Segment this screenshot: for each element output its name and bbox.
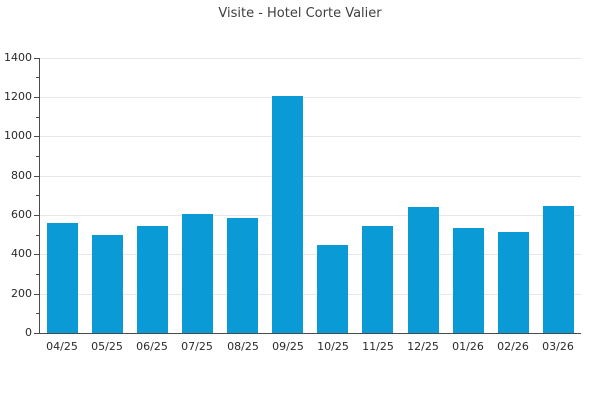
y-major-tick-1200 [34,97,39,98]
y-tick-label-200: 200 [11,286,32,300]
y-major-tick-600 [34,215,39,216]
y-gridline-200 [40,293,581,295]
x-tick-label-01-26: 01/26 [452,340,484,353]
y-tick-label-400: 400 [11,247,32,261]
bar-01-26 [453,227,484,333]
y-minor-tick-700 [36,195,39,197]
x-tick-label-12-25: 12/25 [407,340,439,353]
x-tick-label-11-25: 11/25 [362,340,394,353]
x-tick-label-06-25: 06/25 [136,340,168,353]
y-minor-tick-300 [36,274,39,275]
y-major-tick-1000 [34,136,39,138]
y-gridline-800 [40,175,581,177]
bar-04-25 [47,222,78,333]
x-tick-label-02-26: 02/26 [497,340,529,353]
y-gridline-600 [40,215,581,216]
y-major-tick-200 [34,293,39,295]
y-minor-tick-1100 [36,116,39,118]
bar-08-25 [227,218,258,333]
y-tick-label-1000: 1000 [4,129,32,143]
y-axis-line [39,57,40,334]
y-gridline-1400 [40,57,581,59]
y-minor-tick-1300 [36,77,39,79]
y-major-tick-800 [34,175,39,177]
y-gridline-400 [40,254,581,256]
x-tick-label-08-25: 08/25 [227,340,259,353]
bar-05-25 [92,234,123,333]
y-gridline-1000 [40,136,581,138]
x-tick-label-10-25: 10/25 [317,340,349,353]
y-gridline-1200 [40,97,581,98]
x-tick-label-07-25: 07/25 [181,340,213,353]
x-tick-label-09-25: 09/25 [272,340,304,353]
y-minor-tick-100 [36,313,39,315]
y-tick-label-1200: 1200 [4,90,32,103]
y-major-tick-1400 [34,57,39,59]
y-tick-label-1400: 1400 [4,50,32,64]
bar-06-25 [137,225,168,333]
bar-11-25 [362,225,393,333]
y-tick-label-600: 600 [11,208,32,221]
bar-03-26 [543,206,574,333]
bar-07-25 [182,214,213,333]
x-axis-line [39,333,581,334]
y-major-tick-0 [34,333,39,334]
y-tick-label-0: 0 [25,326,32,339]
x-tick-label-04-25: 04/25 [46,340,78,353]
y-major-tick-400 [34,254,39,256]
bar-09-25 [272,96,303,333]
y-tick-label-800: 800 [11,168,32,182]
y-minor-tick-900 [36,156,39,157]
x-tick-label-05-25: 05/25 [91,340,123,353]
bar-10-25 [317,244,348,333]
y-minor-tick-500 [36,234,39,236]
bar-02-26 [498,231,529,333]
x-tick-label-03-26: 03/26 [542,340,574,353]
chart-title: Visite - Hotel Corte Valier [218,6,382,21]
bar-12-25 [408,207,439,333]
